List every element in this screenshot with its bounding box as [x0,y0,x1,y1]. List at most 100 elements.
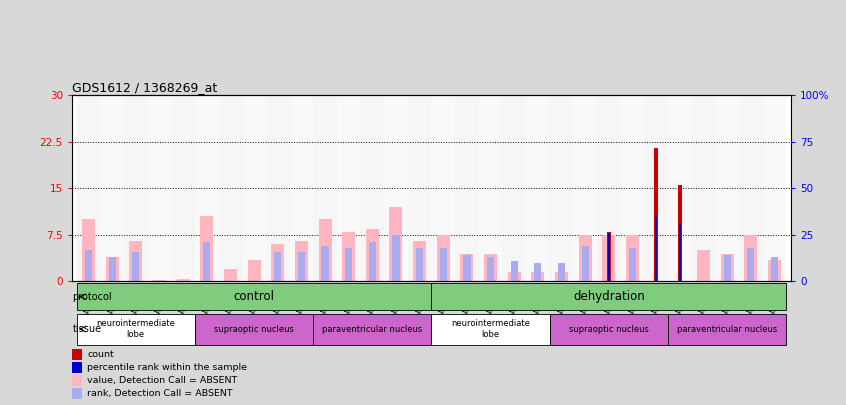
Bar [621,95,645,281]
Bar [242,95,266,281]
Bar [747,248,755,281]
Bar [678,224,681,281]
Bar [437,235,450,281]
Bar [171,95,195,281]
Bar [384,95,408,281]
Bar [218,95,242,281]
Bar [555,272,568,281]
Bar [744,235,757,281]
Bar [582,246,589,281]
Bar [535,263,541,281]
Bar [153,279,166,281]
Bar [224,269,237,281]
Text: paraventricular nucleus: paraventricular nucleus [677,324,777,334]
Bar [629,248,636,281]
Bar [431,313,550,345]
Bar [460,254,474,281]
Bar [768,260,781,281]
Bar [266,95,289,281]
Bar [274,252,281,281]
Bar [626,235,639,281]
Bar [313,313,431,345]
Bar [289,95,313,281]
Bar [503,95,526,281]
Bar [721,254,733,281]
Bar [82,220,95,281]
Bar [558,263,565,281]
Bar [147,95,171,281]
Bar [129,241,142,281]
Bar [607,233,610,281]
Bar [511,261,518,281]
Text: count: count [87,350,114,359]
Bar [318,220,332,281]
Text: supraoptic nucleus: supraoptic nucleus [569,324,649,334]
Bar [550,313,668,345]
Bar [678,185,682,281]
Bar [716,95,739,281]
Bar [531,272,545,281]
Bar [201,216,213,281]
Bar [440,248,447,281]
Bar [365,229,379,281]
Text: GDS1612 / 1368269_at: GDS1612 / 1368269_at [72,81,217,94]
Bar [771,257,778,281]
Bar [195,313,313,345]
Bar [526,95,550,281]
Bar [597,95,621,281]
Bar [739,95,762,281]
Bar [101,95,124,281]
Text: paraventricular nucleus: paraventricular nucleus [322,324,422,334]
Bar [108,257,116,281]
Bar [484,254,497,281]
Bar [550,95,574,281]
Bar [393,235,399,281]
Text: value, Detection Call = ABSENT: value, Detection Call = ABSENT [87,376,238,385]
Bar [464,256,470,281]
Bar [124,95,147,281]
Bar [85,250,92,281]
Bar [602,235,615,281]
Bar [313,95,337,281]
Bar [654,148,658,281]
Text: neurointermediate
lobe: neurointermediate lobe [451,320,530,339]
Bar [508,272,521,281]
Bar [762,95,786,281]
Bar [177,279,190,281]
Bar [295,241,308,281]
Bar [579,235,591,281]
Bar [389,207,403,281]
Bar [77,95,101,281]
Bar [479,95,503,281]
Bar [692,95,716,281]
Bar [321,246,328,281]
Bar [298,252,305,281]
Bar [416,248,423,281]
Bar [655,216,657,281]
Bar [455,95,479,281]
Bar [668,95,692,281]
Bar [132,252,140,281]
Bar [369,242,376,281]
Bar [607,232,611,281]
Bar [574,95,597,281]
Bar [697,250,710,281]
Bar [77,283,431,310]
Bar [487,257,494,281]
Bar [668,313,786,345]
Text: control: control [233,290,275,303]
Bar [342,232,355,281]
Bar [431,95,455,281]
Bar [360,95,384,281]
Text: neurointermediate
lobe: neurointermediate lobe [96,320,175,339]
Bar [272,244,284,281]
Bar [203,242,211,281]
Bar [337,95,360,281]
Bar [645,95,668,281]
Text: dehydration: dehydration [573,290,645,303]
Bar [345,248,352,281]
Bar [195,95,218,281]
Text: percentile rank within the sample: percentile rank within the sample [87,363,247,372]
Text: supraoptic nucleus: supraoptic nucleus [214,324,294,334]
Text: rank, Detection Call = ABSENT: rank, Detection Call = ABSENT [87,389,233,398]
